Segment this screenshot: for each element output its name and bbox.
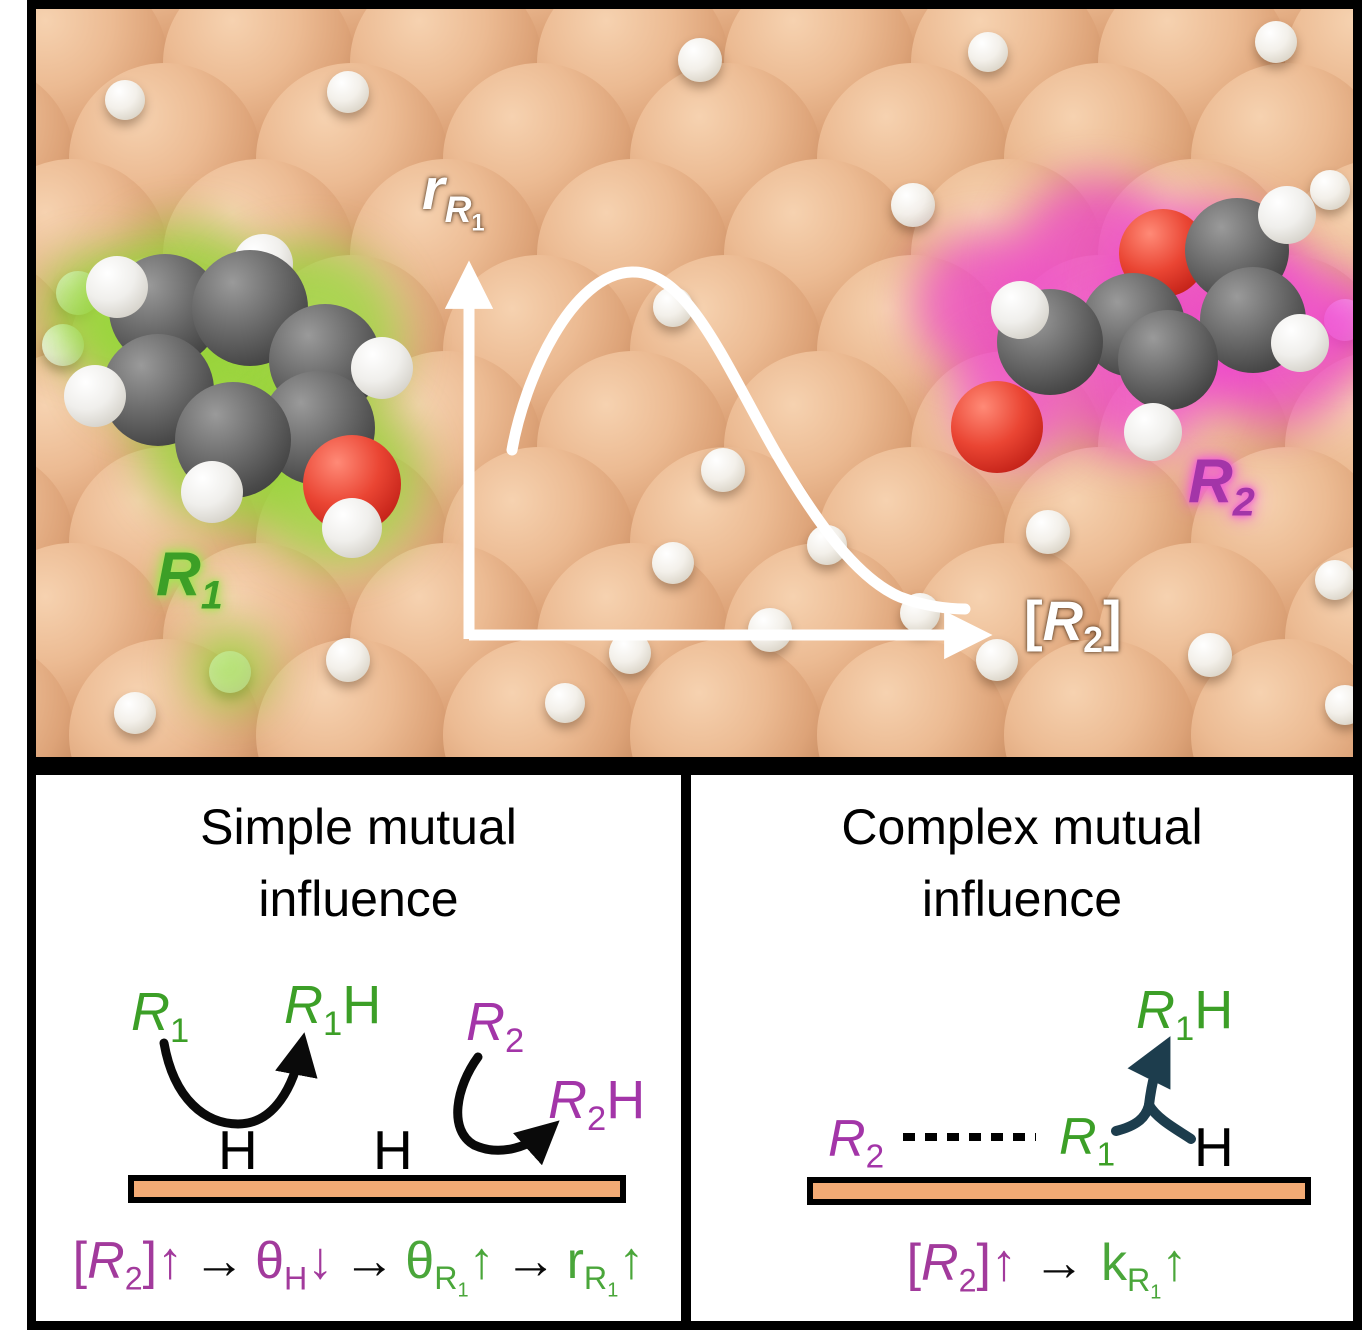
eq-arrow: → <box>1033 1234 1085 1292</box>
left-panel-title: Simple mutual influence <box>36 791 681 935</box>
x-axis-label: [R2] <box>1024 589 1122 661</box>
adsorbed-molecules <box>36 9 1353 757</box>
eq-term-r2-conc: [R2]↑ <box>906 1234 1017 1299</box>
r2-molecule-atom-O <box>951 381 1043 473</box>
surface-h: H <box>1194 1116 1234 1178</box>
eq-arrow-3: → <box>504 1232 557 1290</box>
eq-term-theta-h: θH↓ <box>255 1232 334 1297</box>
h-adatom <box>1325 685 1353 725</box>
h-adatom <box>1188 633 1232 677</box>
r1-to-r1h-arrow <box>1111 1036 1171 1136</box>
h-transfer-arrows <box>159 1032 560 1166</box>
r1-molecule-atom-H <box>181 461 243 523</box>
eq-term-r2-conc: [R2]↑ <box>72 1232 184 1297</box>
h-adatom <box>327 71 369 113</box>
r2-hydrogenation-arrow <box>453 1052 560 1166</box>
r1-species-label: R1 <box>1059 1108 1116 1174</box>
r1-molecule-atom-H <box>322 498 382 558</box>
eq-arrow-2: → <box>343 1232 396 1290</box>
h-adatom <box>1255 21 1297 63</box>
r2-species-label: R2 <box>828 1110 885 1176</box>
h-adatom <box>678 38 722 82</box>
h-adatom <box>326 638 370 682</box>
h-adatom <box>968 32 1008 72</box>
volcano-curve <box>506 266 971 615</box>
left-title-line1: Simple mutual <box>200 799 517 855</box>
h-to-r1h-arrow-tail <box>1144 1100 1196 1144</box>
h-adatom <box>1315 560 1353 600</box>
eq-term-theta-r1: θR1↑ <box>405 1232 495 1302</box>
left-catalyst-surface-bar <box>128 1175 626 1203</box>
surface-scene-panel: rR1 [R2] R1 R2 <box>27 0 1362 766</box>
eq-arrow-1: → <box>193 1232 246 1290</box>
r2-molecule-atom-H <box>1271 314 1329 372</box>
left-title-line2: influence <box>258 871 459 927</box>
h-adatom <box>105 80 145 120</box>
r1-molecule-atom-H <box>86 256 148 318</box>
r1-molecule-atom-H <box>64 365 126 427</box>
r1-green-glow <box>190 629 270 709</box>
surface-h-right: H <box>373 1119 413 1181</box>
r2h-product-label: R2H <box>548 1070 646 1138</box>
complex-scheme-arrows <box>903 1036 1196 1144</box>
eq-term-rate-r1: rR1↑ <box>566 1232 645 1302</box>
right-panel-title: Complex mutual influence <box>691 791 1353 935</box>
right-catalyst-surface-bar <box>807 1177 1311 1205</box>
h-adatom <box>701 448 745 492</box>
r2-molecule-atom-H <box>991 281 1049 339</box>
r1h-product-label: R1H <box>1136 980 1234 1048</box>
r2-molecule-atom-H <box>1258 186 1316 244</box>
r1h-product-label: R1H <box>284 975 382 1043</box>
h-adatom <box>545 683 585 723</box>
y-axis-label: rR1 <box>422 157 485 237</box>
r1-molecule-atom-H <box>351 337 413 399</box>
simple-influence-panel: Simple mutual influence R1 R1H R2 R2H H … <box>27 766 690 1330</box>
h-adatom <box>891 183 935 227</box>
h-adatom <box>1026 510 1070 554</box>
r1-molecule-label: R1 <box>156 540 223 618</box>
right-title-line2: influence <box>921 871 1123 927</box>
r2-species-label: R2 <box>466 992 525 1060</box>
r2-molecule-atom-C <box>1118 310 1218 410</box>
rate-vs-concentration-plot <box>444 260 993 660</box>
r2-molecule-atom-H <box>1124 403 1182 461</box>
surface-h-left: H <box>218 1119 258 1181</box>
h-adatom <box>652 542 694 584</box>
eq-term-k-r1: kR1↑ <box>1101 1234 1188 1304</box>
r2-molecule-label: R2 <box>1188 447 1255 525</box>
h-adatom <box>1310 170 1350 210</box>
r1-species-label: R1 <box>131 982 190 1050</box>
h-adatom <box>114 692 156 734</box>
r1-hydrogenation-arrow <box>159 1032 318 1129</box>
right-title-line1: Complex mutual <box>841 799 1203 855</box>
complex-influence-panel: Complex mutual influence R1H R2 R1 H [R2… <box>682 766 1362 1330</box>
right-equation: [R2]↑ → kR1↑ <box>741 1234 1353 1304</box>
left-equation: [R2]↑ → θH↓ → θR1↑ → rR1↑ <box>36 1232 681 1302</box>
